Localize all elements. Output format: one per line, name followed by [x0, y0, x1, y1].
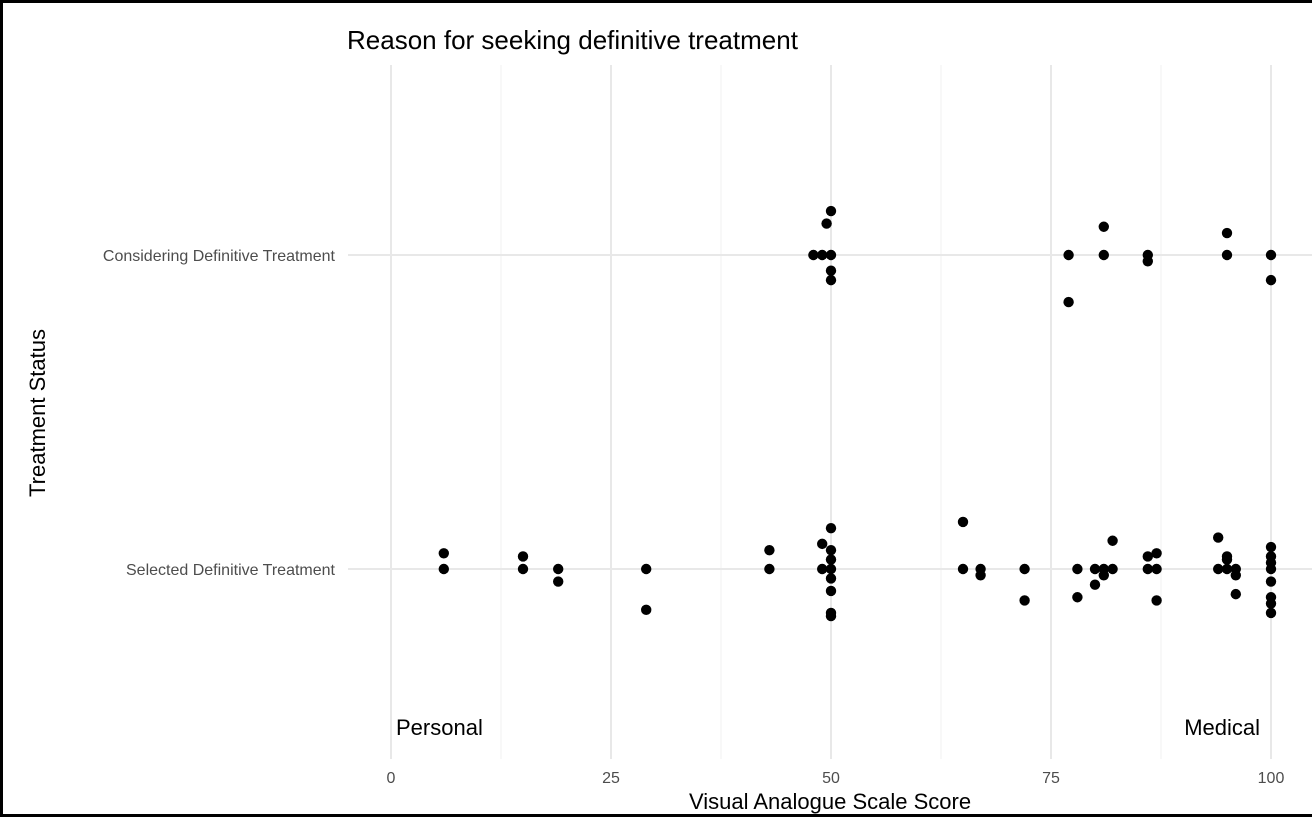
data-point — [764, 544, 775, 556]
data-point — [825, 265, 837, 276]
data-point — [1213, 563, 1224, 575]
annotation-medical: Medical — [1184, 715, 1260, 740]
data-point — [1063, 249, 1074, 261]
data-point — [825, 554, 837, 565]
data-point — [975, 570, 986, 581]
y-axis-label: Treatment Status — [25, 329, 50, 497]
data-point — [1213, 532, 1224, 543]
data-point — [1142, 256, 1154, 267]
data-point — [553, 563, 564, 575]
data-point — [1019, 595, 1030, 606]
data-point — [764, 563, 775, 575]
data-point — [957, 563, 969, 575]
data-point — [517, 563, 529, 575]
data-point — [1107, 535, 1118, 546]
annotation-personal: Personal — [396, 715, 483, 740]
data-point — [1151, 595, 1162, 606]
data-point — [1265, 249, 1277, 261]
data-point — [1265, 541, 1277, 553]
data-point — [817, 249, 828, 261]
x-tick-label: 100 — [1258, 770, 1285, 787]
data-point — [1072, 592, 1083, 603]
data-point — [1265, 551, 1277, 562]
data-point — [957, 516, 969, 528]
data-point — [825, 563, 837, 575]
data-point — [825, 544, 837, 556]
x-tick-label: 50 — [822, 770, 840, 787]
x-tick-label: 0 — [387, 770, 396, 787]
data-point — [825, 205, 837, 217]
data-point — [438, 548, 449, 559]
data-point — [1221, 563, 1233, 575]
grid-layer — [348, 65, 1312, 759]
data-point — [817, 563, 828, 575]
data-point — [825, 274, 837, 286]
data-point — [1072, 563, 1083, 575]
chart-title: Reason for seeking definitive treatment — [347, 25, 799, 55]
data-point — [1230, 588, 1242, 600]
data-point — [1098, 570, 1110, 581]
data-point — [1265, 598, 1277, 609]
data-point — [1098, 249, 1110, 261]
y-tick-label: Selected Definitive Treatment — [126, 562, 336, 579]
data-point — [1098, 221, 1110, 232]
data-point — [1142, 551, 1154, 562]
data-point — [641, 604, 652, 616]
data-point — [1230, 570, 1242, 581]
data-point — [825, 585, 837, 597]
data-point — [1265, 274, 1277, 286]
data-point — [825, 522, 837, 534]
data-point — [1151, 563, 1162, 575]
data-point — [1221, 554, 1233, 565]
y-tick-label: Considering Definitive Treatment — [103, 248, 336, 265]
data-point — [825, 249, 837, 261]
data-point — [553, 576, 564, 587]
x-tick-label: 25 — [602, 770, 620, 787]
points-layer — [438, 205, 1277, 622]
data-point — [641, 563, 652, 575]
data-point — [1107, 563, 1118, 575]
data-point — [1063, 296, 1074, 308]
x-axis-label: Visual Analogue Scale Score — [689, 789, 971, 814]
data-point — [1265, 576, 1277, 587]
data-point — [1151, 548, 1162, 559]
data-point — [817, 538, 828, 550]
data-point — [808, 249, 819, 261]
data-point — [825, 610, 837, 622]
data-point — [438, 563, 449, 575]
data-point — [517, 551, 529, 562]
data-point — [1089, 579, 1101, 590]
data-point — [821, 218, 832, 229]
scatter-chart: Reason for seeking definitive treatment … — [25, 25, 1312, 814]
data-point — [1142, 563, 1154, 575]
labels-layer: Reason for seeking definitive treatment … — [25, 25, 1284, 814]
data-point — [825, 573, 837, 584]
data-point — [1019, 563, 1030, 575]
data-point — [1089, 563, 1101, 575]
data-point — [1265, 607, 1277, 619]
data-point — [1221, 249, 1233, 261]
x-tick-label: 75 — [1042, 770, 1060, 787]
data-point — [1221, 227, 1233, 239]
